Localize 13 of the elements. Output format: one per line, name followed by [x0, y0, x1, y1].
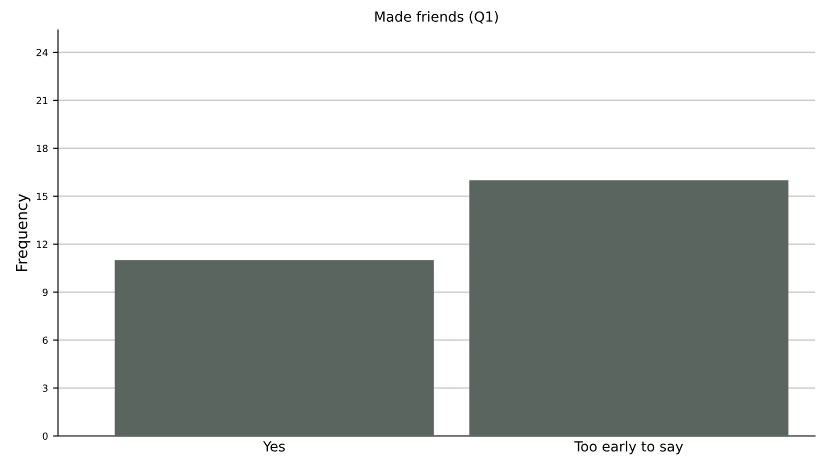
chart-title: Made friends (Q1): [375, 11, 498, 24]
y-axis-title: Frequency: [16, 194, 30, 271]
y-tick-label: 21: [36, 96, 48, 104]
y-tick-label: 15: [36, 192, 48, 200]
y-tick-label: 6: [42, 336, 48, 344]
y-tick-label: 18: [36, 144, 48, 152]
y-tick-label: 12: [36, 240, 48, 248]
y-tick-label: 9: [42, 288, 48, 296]
y-tick-label: 24: [36, 48, 48, 56]
y-tick-label: 0: [42, 432, 48, 440]
x-tick-label: Yes: [263, 441, 285, 452]
x-tick-label: Too early to say: [574, 440, 683, 454]
y-tick-label: 3: [42, 384, 48, 392]
